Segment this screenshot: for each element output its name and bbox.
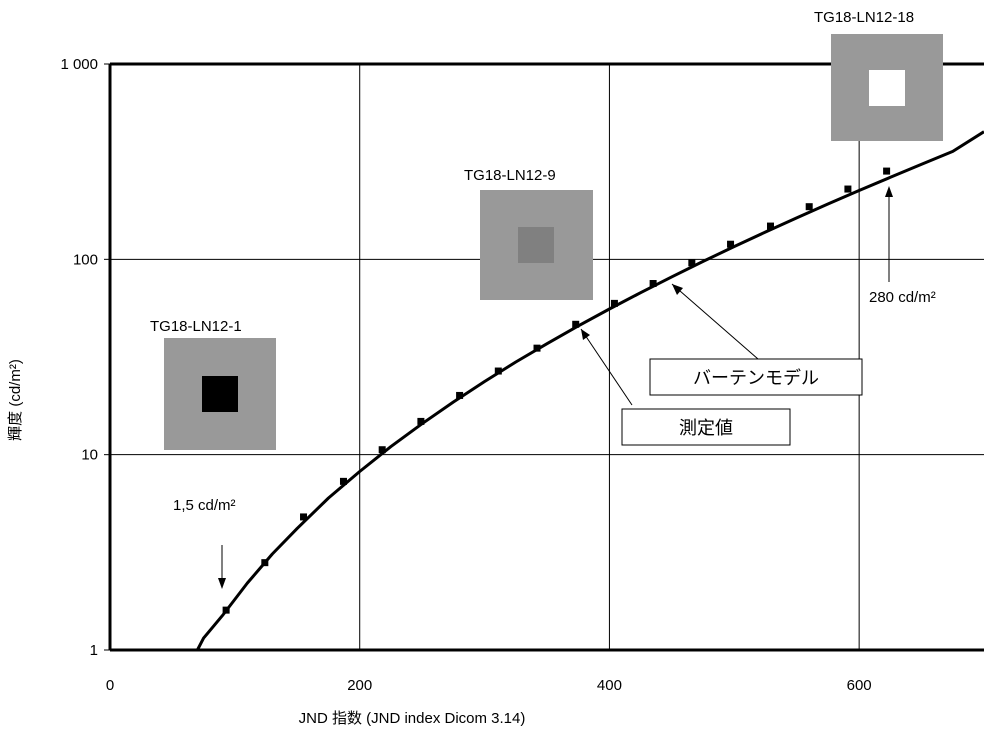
measured-point	[417, 417, 425, 425]
measured-label-box: 測定値	[621, 408, 791, 446]
x-tick-label: 200	[347, 677, 372, 694]
patch-ln12-18-center	[869, 70, 905, 106]
patch-ln12-9-center	[518, 227, 554, 263]
low-luminance-label: 1,5 cd/m²	[173, 497, 236, 514]
model-leader-arrowhead	[672, 284, 683, 295]
model-leader	[671, 283, 759, 360]
measured-point	[688, 259, 696, 267]
measured-point	[766, 222, 774, 230]
x-axis-title: JND 指数 (JND index Dicom 3.14)	[299, 710, 526, 727]
patch-ln12-18-label: TG18-LN12-18	[814, 9, 914, 26]
model-leader-line	[671, 283, 759, 360]
measured-point	[844, 185, 852, 193]
measured-point	[300, 513, 308, 521]
high-luminance-label-bg	[866, 282, 972, 310]
y-axis-title: 輝度 (cd/m²)	[7, 359, 24, 441]
measured-point	[610, 299, 618, 307]
low-luminance-callout: 1,5 cd/m²	[173, 497, 236, 589]
barten-model-curve	[196, 130, 984, 651]
measured-point	[456, 391, 464, 399]
patch-ln12-1-center	[202, 376, 238, 412]
measured-leader	[580, 328, 633, 406]
y-tick-label: 1	[90, 642, 98, 659]
low-luminance-arrowhead	[218, 578, 226, 589]
high-luminance-label: 280 cd/m²	[869, 289, 936, 306]
y-tick-label: 100	[73, 251, 98, 268]
y-tick-label: 1 000	[60, 56, 98, 73]
measured-point	[533, 344, 541, 352]
y-tick-label: 10	[81, 447, 98, 464]
patch-ln12-9-label: TG18-LN12-9	[464, 167, 556, 184]
measured-label: 測定値	[679, 418, 733, 439]
x-tick-label: 400	[597, 677, 622, 694]
measured-point	[378, 446, 386, 454]
measured-point	[222, 606, 230, 614]
model-label-frame	[649, 358, 863, 396]
high-luminance-arrowhead	[885, 186, 893, 197]
measured-point	[805, 203, 813, 211]
measured-point	[572, 320, 580, 328]
patch-ln12-9: TG18-LN12-9	[464, 167, 593, 300]
high-luminance-callout: 280 cd/m²	[866, 186, 972, 310]
measured-label-frame	[621, 408, 791, 446]
measured-leader-arrowhead	[581, 329, 590, 340]
curve-layer	[196, 130, 984, 651]
measured-point	[727, 240, 735, 248]
y-tick-labels: 1 10 100 1 000	[60, 56, 110, 659]
measured-point	[339, 477, 347, 485]
measured-point	[883, 167, 891, 175]
model-label: バーテンモデル	[693, 368, 819, 389]
patch-ln12-1: TG18-LN12-1	[150, 318, 276, 450]
patch-ln12-1-label: TG18-LN12-1	[150, 318, 242, 335]
model-label-box: バーテンモデル	[649, 358, 863, 396]
x-tick-label: 0	[106, 677, 114, 694]
x-tick-label: 600	[847, 677, 872, 694]
x-tick-labels: 0 200 400 600	[106, 677, 872, 694]
measured-point	[649, 280, 657, 288]
measured-leader-line	[580, 328, 633, 406]
marker-layer	[222, 167, 891, 614]
patch-ln12-18: TG18-LN12-18	[814, 9, 943, 141]
measured-point	[494, 367, 502, 375]
measured-point	[261, 559, 269, 567]
